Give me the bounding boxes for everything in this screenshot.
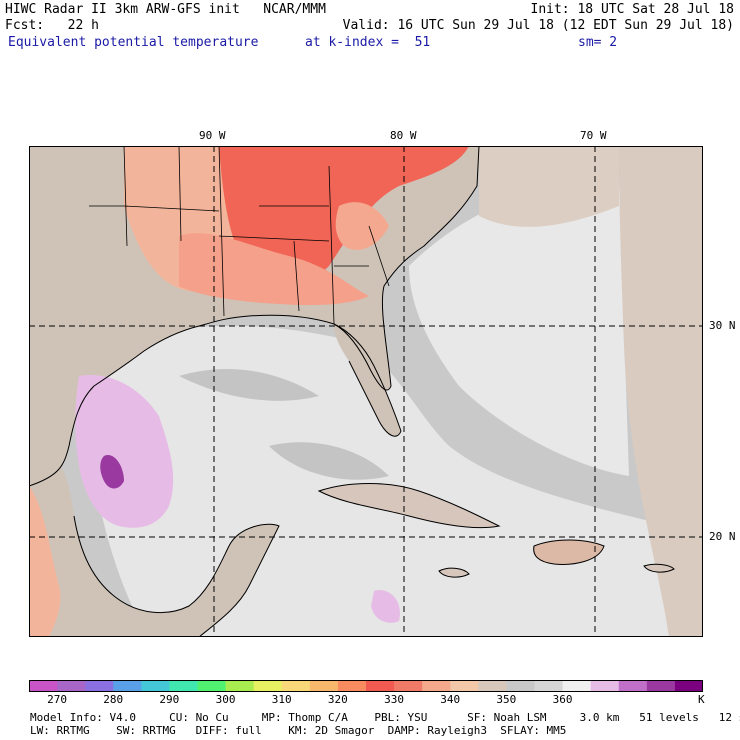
lon-label-80w: 80 W [390,129,417,142]
tan-field-north [479,146,619,227]
lon-label-70w: 70 W [580,129,607,142]
colorbar-swatch [141,680,170,692]
gray-blobs-gulf [179,368,389,480]
colorbar-swatch [309,680,339,692]
coastline-puerto-rico [643,563,675,573]
colorbar-swatch [225,680,255,692]
colorbar-tick-label: 300 [215,693,236,706]
smoothing-label: sm= 2 [578,35,618,50]
colorbar-swatch [197,680,227,692]
colorbar-swatch [337,680,367,692]
weather-map [29,146,703,637]
colorbar-swatch [394,680,423,692]
colorbar-swatch [450,680,479,692]
colorbar-swatch [534,680,564,692]
forecast-hour: Fcst: 22 h [5,18,99,33]
valid-time: Valid: 16 UTC Sun 29 Jul 18 (12 EDT Sun … [342,18,734,33]
colorbar-tick-label: 360 [552,693,573,706]
land-puerto-rico [644,564,674,573]
colorbar-tick-label: 310 [271,693,292,706]
colorbar-swatch [366,680,395,692]
colorbar-swatch [85,680,114,692]
warm-field-gulfcoast [179,233,369,306]
colorbar-swatch [113,680,142,692]
colorbar-tick-label: 340 [440,693,461,706]
colorbar [29,680,703,692]
coastline-mexico [73,515,280,637]
land-cuba [319,483,499,528]
purple-blob-south [371,590,400,623]
title-line: HIWC Radar II 3km ARW-GFS init NCAR/MMM [5,2,326,17]
field-name: Equivalent potential temperature [8,35,259,50]
init-time: Init: 18 UTC Sat 28 Jul 18 [530,2,735,17]
tan-field-east [619,146,703,637]
colorbar-swatch [590,680,620,692]
colorbar-swatch [29,680,58,692]
colorbar-tick-label: 330 [384,693,404,706]
land-jamaica [439,568,469,578]
footer-physics-info: LW: RRTMG SW: RRTMG DIFF: full KM: 2D Sm… [30,724,567,737]
coastline-us [29,146,480,487]
state-borders [89,146,390,325]
level-label: at k-index = 51 [305,35,431,50]
colorbar-swatch [674,680,703,692]
colorbar-swatch [169,680,198,692]
map-frame [29,146,703,637]
colorbar-tick-label: 280 [103,693,124,706]
colorbar-tick-label: 350 [496,693,517,706]
colorbar-swatch [646,680,676,692]
colorbar-swatch [478,680,507,692]
land-florida [334,324,401,437]
colorbar-swatch [562,680,592,692]
coastline-jamaica [438,567,470,578]
colorbar-swatch [281,680,311,692]
colorbar-tick-label: 320 [327,693,348,706]
purple-field-gulf [75,375,174,528]
colorbar-unit: K [698,693,705,706]
coastline-cuba [317,483,501,529]
colorbar-tick-label: 270 [47,693,67,706]
colorbar-swatch [422,680,451,692]
colorbar-tick-label: 290 [159,693,180,706]
warm-field-mexico [29,486,61,637]
colorbar-swatch [57,680,86,692]
land-mexico [29,446,279,637]
colorbar-swatch [506,680,535,692]
colorbar-swatch [253,680,283,692]
footer-model-info: Model Info: V4.0 CU: No Cu MP: Thomp C/A… [30,711,740,724]
lat-label-20n: 20 N [709,530,736,543]
land-hispaniola [533,540,604,565]
salmon-field-alabama [335,202,389,250]
purple-core-gulf [100,455,124,489]
lon-label-90w: 90 W [199,129,226,142]
coastline-hispaniola [533,539,605,565]
colorbar-swatch [618,680,648,692]
coastline-florida [333,323,402,437]
lat-label-30n: 30 N [709,319,736,332]
